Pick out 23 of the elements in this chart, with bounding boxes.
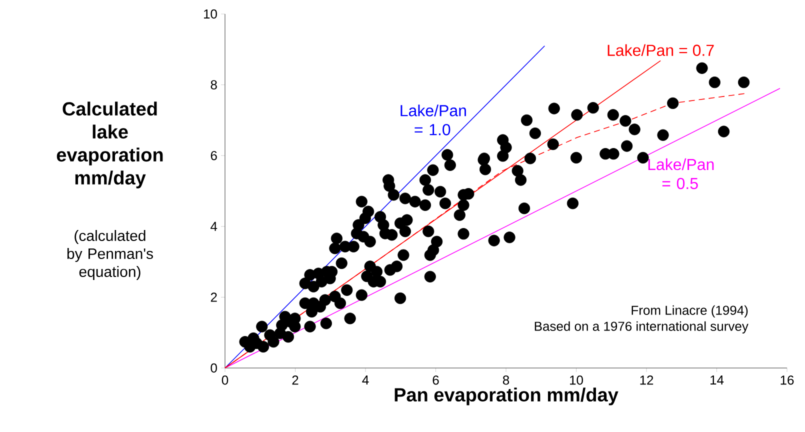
series-label: Lake/Pan = 0.5 <box>648 158 714 190</box>
x-tick-label: 6 <box>432 376 439 385</box>
y-tick-label: 0 <box>210 363 217 373</box>
x-tick-label: 8 <box>502 376 510 385</box>
x-tick-label: 16 <box>780 376 794 385</box>
x-tick-label: 12 <box>640 376 654 385</box>
x-tick-label: 10 <box>570 376 583 385</box>
annotation: Based on a 1976 international survey <box>534 321 748 334</box>
series-label: Lake/Pan = 1.0 <box>400 104 466 136</box>
y-tick-label: 10 <box>204 9 217 19</box>
x-tick-label: 0 <box>222 376 228 385</box>
y-tick-label: 6 <box>210 150 217 160</box>
x-tick-label: 2 <box>292 376 298 385</box>
y-tick-label: 4 <box>210 222 218 231</box>
annotation: From Linacre (1994) <box>632 305 748 318</box>
x-tick-label: 4 <box>362 376 369 384</box>
y-tick-label: 2 <box>210 292 217 302</box>
x-tick-label: 14 <box>710 376 724 384</box>
y-tick-label: 8 <box>210 80 217 90</box>
y-axis-title: Calculated lake evaporation mm/day <box>56 102 163 188</box>
x-axis-title: Pan evaporation mm/day <box>394 388 618 406</box>
series-label: Lake/Pan = 0.7 <box>608 44 714 56</box>
text: (calculated by Penman's equation) <box>67 230 153 280</box>
